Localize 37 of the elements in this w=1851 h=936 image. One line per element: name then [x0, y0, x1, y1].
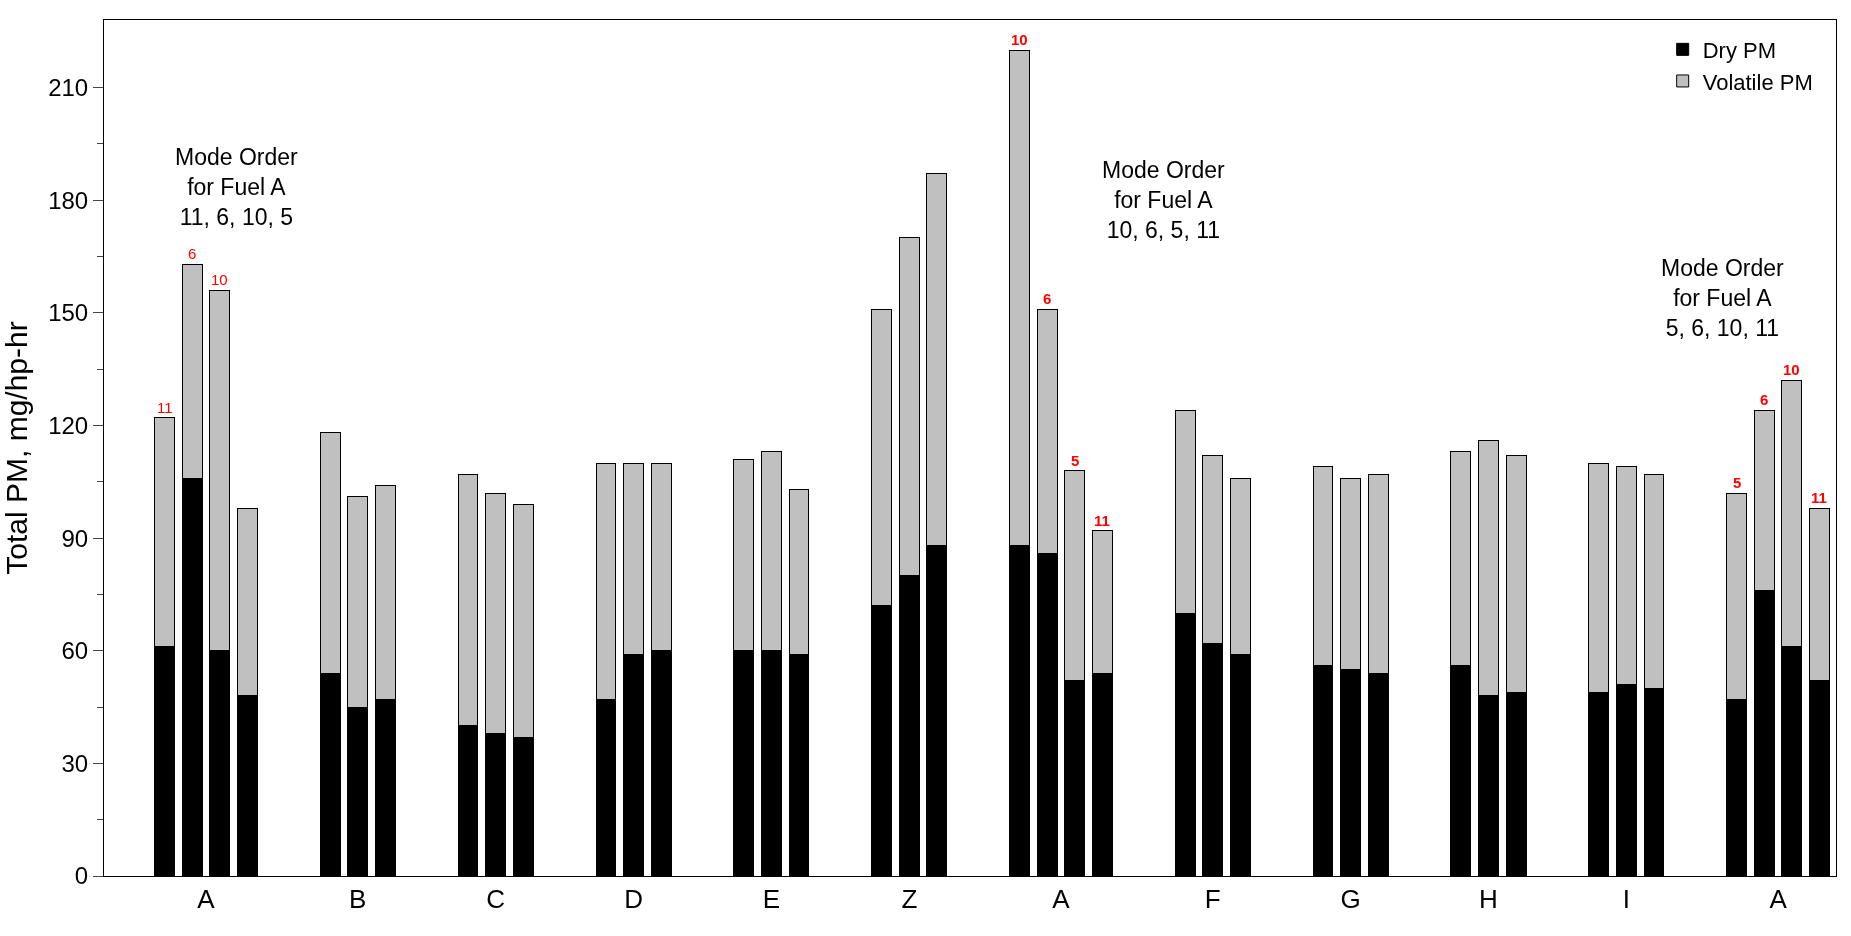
x-tick-label: A: [1052, 884, 1071, 915]
x-tick-label: A: [197, 884, 216, 915]
x-tick-label: H: [1479, 884, 1498, 915]
annotation: 10: [1011, 31, 1028, 48]
annotation: 10: [1783, 361, 1800, 378]
y-tick-label: 120: [48, 411, 89, 439]
y-tick-label: 60: [61, 637, 89, 665]
x-tick-label: F: [1204, 884, 1221, 915]
annotation: Mode Order for Fuel A 10, 6, 5, 11: [1102, 157, 1226, 243]
annotation: 6: [188, 245, 197, 262]
annotation: 5: [1071, 452, 1080, 469]
y-tick-label: 0: [74, 862, 89, 890]
annotation: Mode Order for Fuel A 11, 6, 10, 5: [175, 144, 299, 230]
annotation: 11: [1811, 489, 1827, 506]
x-tick-label: A: [1769, 884, 1788, 915]
legend-label: Dry PM: [1702, 37, 1777, 63]
annotation: 11: [1094, 512, 1110, 529]
legend-label: Volatile PM: [1702, 69, 1813, 95]
annotation: 6: [1043, 290, 1052, 307]
x-tick-label: G: [1340, 884, 1361, 915]
y-tick-label: 180: [48, 186, 89, 214]
y-tick-label: 30: [61, 749, 89, 777]
x-tick-label: B: [349, 884, 367, 915]
annotation: 10: [211, 271, 228, 288]
y-tick-label: 150: [48, 299, 89, 327]
annotation: 6: [1760, 391, 1769, 408]
y-axis-title: Total PM, mg/hp-hr: [0, 321, 33, 575]
x-tick-label: D: [624, 884, 643, 915]
x-tick-label: E: [762, 884, 781, 915]
x-tick-label: Z: [901, 884, 918, 915]
annotation: Mode Order for Fuel A 5, 6, 10, 11: [1661, 255, 1785, 341]
annotation: 11: [157, 399, 173, 416]
x-tick-label: C: [486, 884, 506, 915]
y-tick-label: 210: [48, 73, 89, 101]
annotation: 5: [1733, 474, 1742, 491]
y-tick-label: 90: [61, 524, 89, 552]
x-tick-label: I: [1622, 884, 1631, 915]
